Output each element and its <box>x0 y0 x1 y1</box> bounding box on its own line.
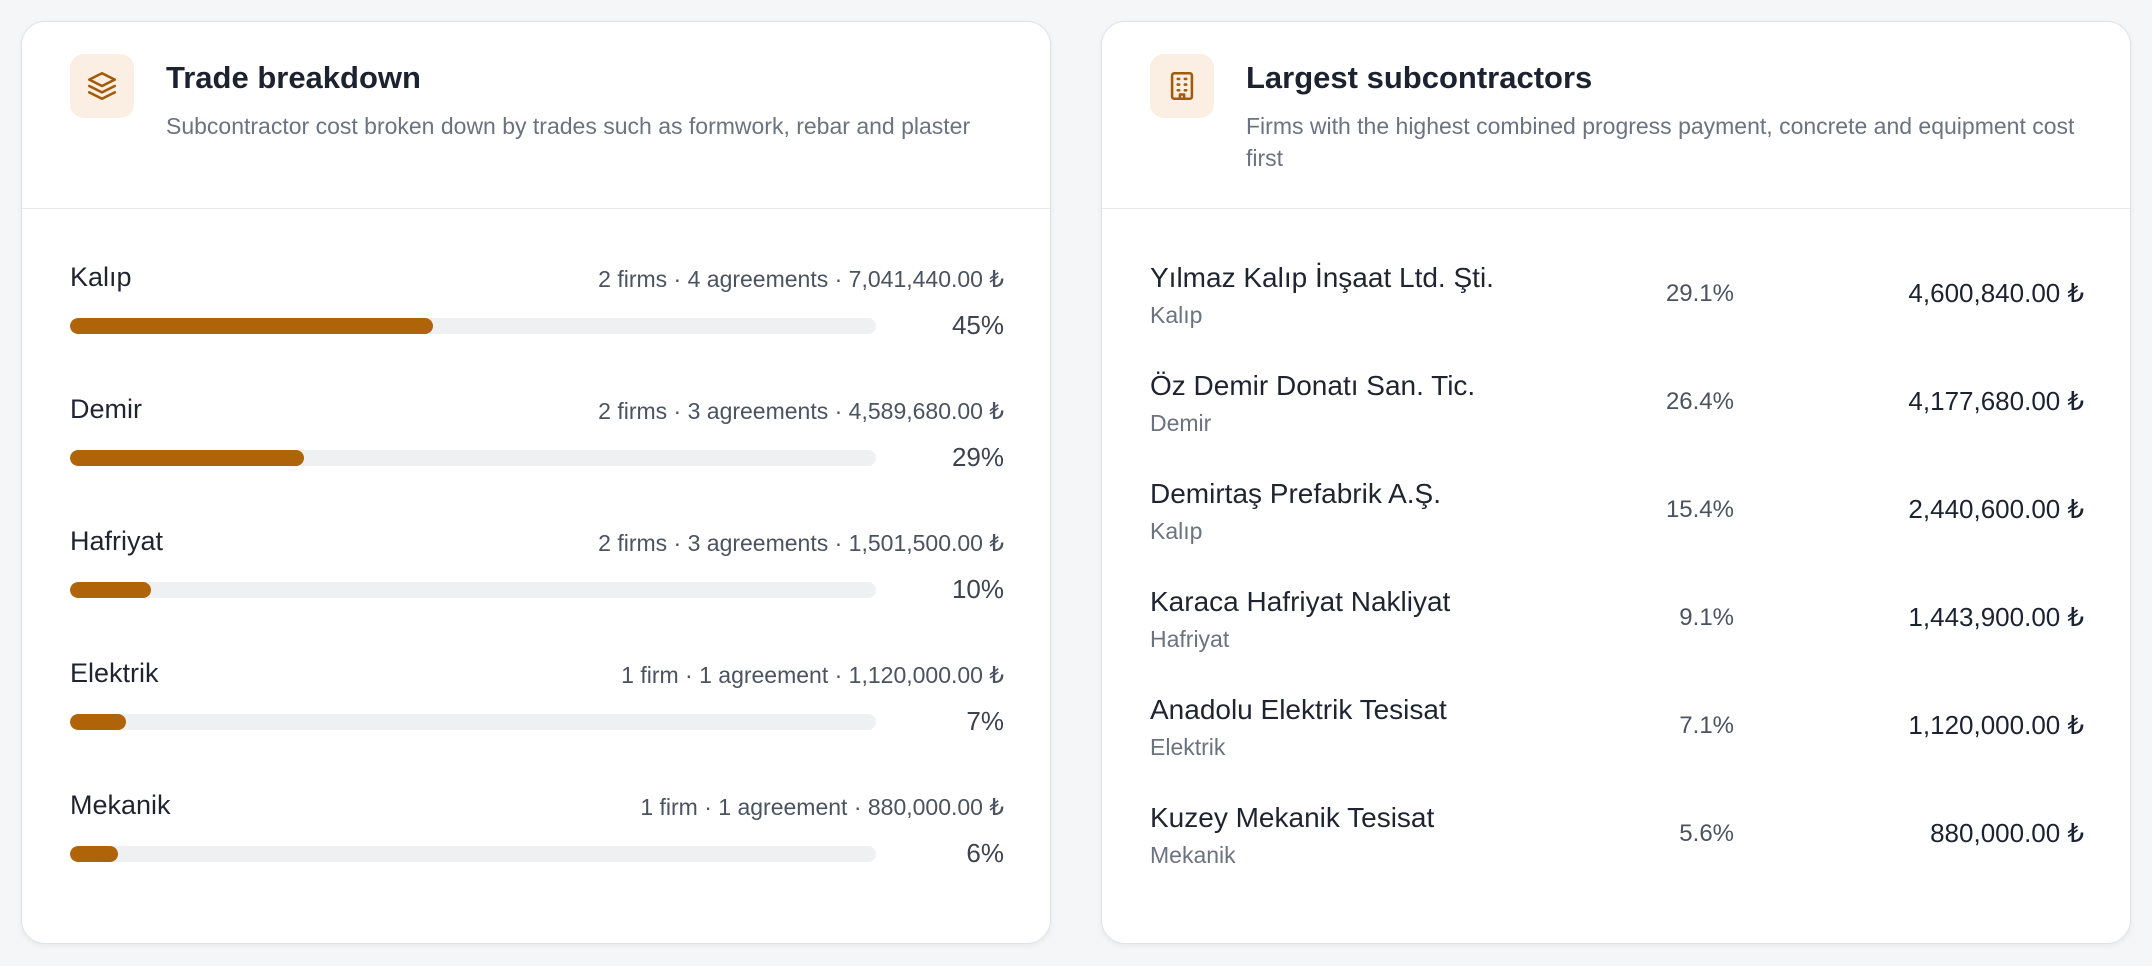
trade-name: Mekanik <box>70 790 171 820</box>
subcontractor-trade: Kalıp <box>1150 518 1203 544</box>
trade-progress-track <box>70 846 876 862</box>
subcontractor-row[interactable]: Yılmaz Kalıp İnşaat Ltd. Şti. Kalıp 29.1… <box>1150 262 2084 370</box>
subcontractor-name: Yılmaz Kalıp İnşaat Ltd. Şti. <box>1150 262 1494 293</box>
trade-percent: 6% <box>966 838 1004 868</box>
subcontractor-row[interactable]: Kuzey Mekanik Tesisat Mekanik 5.6% 880,0… <box>1150 802 2084 910</box>
subcontractor-share: 9.1% <box>1679 604 1734 631</box>
trade-breakdown-subtitle: Subcontractor cost broken down by trades… <box>166 113 971 139</box>
trade-breakdown-header: Trade breakdown Subcontractor cost broke… <box>22 22 1050 209</box>
trade-meta: 2 firms · 3 agreements · 1,501,500.00 ₺ <box>598 530 1004 556</box>
trade-name: Elektrik <box>70 658 159 688</box>
subcontractor-row[interactable]: Demirtaş Prefabrik A.Ş. Kalıp 15.4% 2,44… <box>1150 478 2084 586</box>
trade-progress-fill <box>70 846 119 862</box>
largest-subcontractors-subtitle: Firms with the highest combined progress… <box>1246 113 2075 171</box>
trade-row: Demir 2 firms · 3 agreements · 4,589,680… <box>70 394 1004 526</box>
trade-row: Kalıp 2 firms · 4 agreements · 7,041,440… <box>70 262 1004 394</box>
subcontractor-name: Anadolu Elektrik Tesisat <box>1150 694 1447 725</box>
subcontractor-name: Kuzey Mekanik Tesisat <box>1150 802 1435 833</box>
layers-icon <box>70 54 134 118</box>
subcontractor-name: Karaca Hafriyat Nakliyat <box>1150 586 1451 617</box>
trade-row: Elektrik 1 firm · 1 agreement · 1,120,00… <box>70 658 1004 790</box>
trade-progress-track <box>70 714 876 730</box>
trade-percent: 29% <box>951 442 1004 472</box>
subcontractor-trade: Hafriyat <box>1150 626 1230 652</box>
trade-name: Kalıp <box>70 262 132 292</box>
trade-meta: 2 firms · 4 agreements · 7,041,440.00 ₺ <box>598 266 1004 292</box>
building-icon <box>1150 54 1214 118</box>
trade-percent: 10% <box>951 574 1004 604</box>
trade-percent: 45% <box>951 310 1004 340</box>
trade-progress-fill <box>70 450 304 466</box>
largest-subcontractors-title: Largest subcontractors <box>1246 60 1593 95</box>
subcontractor-amount: 4,177,680.00 ₺ <box>1908 386 2084 416</box>
trade-progress-track <box>70 582 876 598</box>
trade-meta: 2 firms · 3 agreements · 4,589,680.00 ₺ <box>598 398 1004 424</box>
subcontractor-row[interactable]: Öz Demir Donatı San. Tic. Demir 26.4% 4,… <box>1150 370 2084 478</box>
subcontractor-share: 29.1% <box>1665 280 1734 307</box>
trade-progress-fill <box>70 714 127 730</box>
trade-progress-track <box>70 318 876 334</box>
trade-row: Mekanik 1 firm · 1 agreement · 880,000.0… <box>70 790 1004 922</box>
subcontractor-amount: 1,120,000.00 ₺ <box>1908 710 2084 740</box>
subcontractor-row[interactable]: Anadolu Elektrik Tesisat Elektrik 7.1% 1… <box>1150 694 2084 802</box>
trade-meta: 1 firm · 1 agreement · 880,000.00 ₺ <box>640 794 1004 820</box>
subcontractor-share: 26.4% <box>1665 388 1734 415</box>
trade-name: Demir <box>70 394 142 424</box>
largest-subcontractors-card: Largest subcontractors Firms with the hi… <box>1101 21 2131 944</box>
trade-breakdown-title: Trade breakdown <box>166 60 421 95</box>
subcontractor-trade: Elektrik <box>1150 734 1226 760</box>
subcontractor-trade: Kalıp <box>1150 302 1203 328</box>
subcontractor-trade: Mekanik <box>1150 842 1236 868</box>
largest-subcontractors-header: Largest subcontractors Firms with the hi… <box>1102 22 2130 209</box>
trade-meta: 1 firm · 1 agreement · 1,120,000.00 ₺ <box>621 662 1004 688</box>
trade-progress-fill <box>70 582 151 598</box>
trade-name: Hafriyat <box>70 526 164 556</box>
subcontractor-share: 15.4% <box>1665 496 1734 523</box>
subcontractor-share: 7.1% <box>1679 712 1734 739</box>
subcontractor-amount: 880,000.00 ₺ <box>1930 818 2084 848</box>
subcontractor-amount: 1,443,900.00 ₺ <box>1908 602 2084 632</box>
subcontractor-trade: Demir <box>1150 410 1212 436</box>
subcontractor-amount: 2,440,600.00 ₺ <box>1908 494 2084 524</box>
trade-percent: 7% <box>966 706 1004 736</box>
subcontractor-name: Demirtaş Prefabrik A.Ş. <box>1150 478 1441 509</box>
subcontractor-name: Öz Demir Donatı San. Tic. <box>1150 370 1476 401</box>
trade-progress-fill <box>70 318 433 334</box>
subcontractor-amount: 4,600,840.00 ₺ <box>1908 278 2084 308</box>
trade-progress-track <box>70 450 876 466</box>
trade-row: Hafriyat 2 firms · 3 agreements · 1,501,… <box>70 526 1004 658</box>
subcontractor-row[interactable]: Karaca Hafriyat Nakliyat Hafriyat 9.1% 1… <box>1150 586 2084 694</box>
trade-breakdown-card: Trade breakdown Subcontractor cost broke… <box>21 21 1051 944</box>
subcontractor-share: 5.6% <box>1679 820 1734 847</box>
